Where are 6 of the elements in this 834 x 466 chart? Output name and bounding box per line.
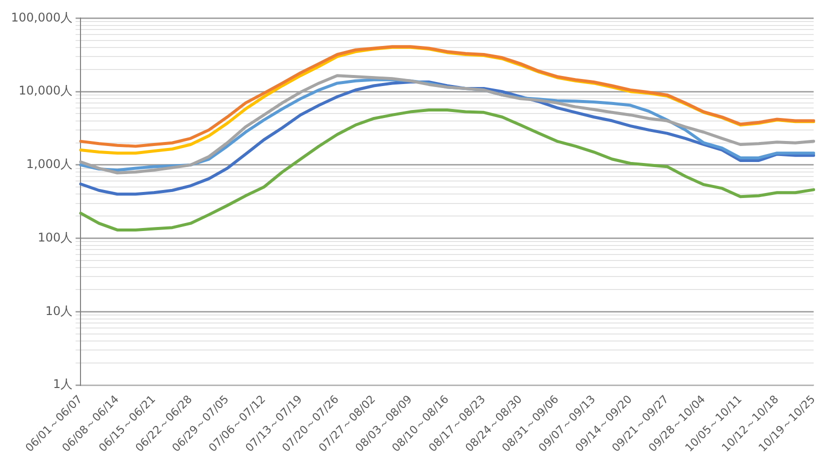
y-tick-label: 10,000人: [18, 84, 73, 98]
y-tick-label: 1人: [52, 377, 73, 392]
y-tick-label: 1,000人: [26, 157, 73, 172]
y-tick-label: 100,000人: [11, 10, 73, 24]
y-tick-label: 10人: [45, 304, 73, 318]
y-tick-label: 100人: [38, 230, 73, 244]
